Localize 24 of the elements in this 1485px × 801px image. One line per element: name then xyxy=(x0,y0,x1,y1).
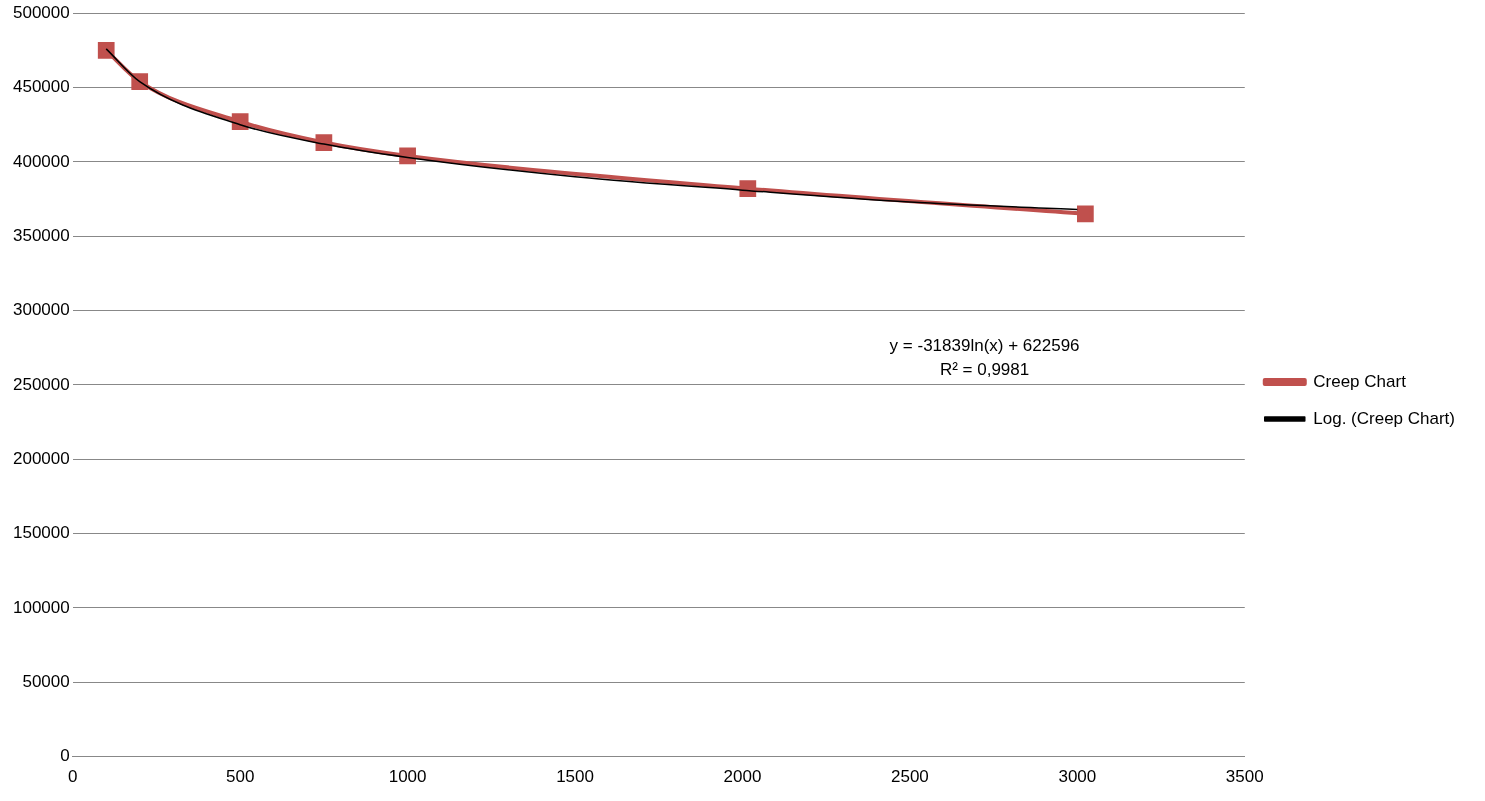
y-tick-label: 100000 xyxy=(12,597,70,617)
x-tick-label: 2000 xyxy=(723,767,762,787)
y-tick-label: 500000 xyxy=(12,2,70,22)
annotation: y = -31839ln(x) + 622596 xyxy=(889,336,1080,356)
point xyxy=(1077,205,1094,223)
y-tick-label: 200000 xyxy=(12,448,70,468)
x-tick-label: 2500 xyxy=(890,767,929,787)
y-tick-label: 150000 xyxy=(12,523,70,543)
y-tick-label: 0 xyxy=(60,746,70,766)
y-tick-label: 300000 xyxy=(12,300,70,320)
legend-label: Log. (Creep Chart) xyxy=(1313,408,1456,428)
annotation: R² = 0,9981 xyxy=(939,360,1030,380)
y-tick-label: 250000 xyxy=(12,374,70,394)
y-tick-label: 350000 xyxy=(12,225,70,245)
y-tick-label: 50000 xyxy=(22,671,70,691)
x-tick-label: 3000 xyxy=(1058,767,1097,787)
point xyxy=(97,42,115,59)
y-tick-label: 450000 xyxy=(12,77,70,97)
x-tick-label: 3500 xyxy=(1225,767,1264,787)
x-tick-label: 1000 xyxy=(388,767,427,787)
x-tick-label: 500 xyxy=(225,767,255,787)
legend-label: Creep Chart xyxy=(1313,371,1407,391)
y-tick-label: 400000 xyxy=(12,151,70,171)
x-tick-label: 1500 xyxy=(556,767,594,787)
